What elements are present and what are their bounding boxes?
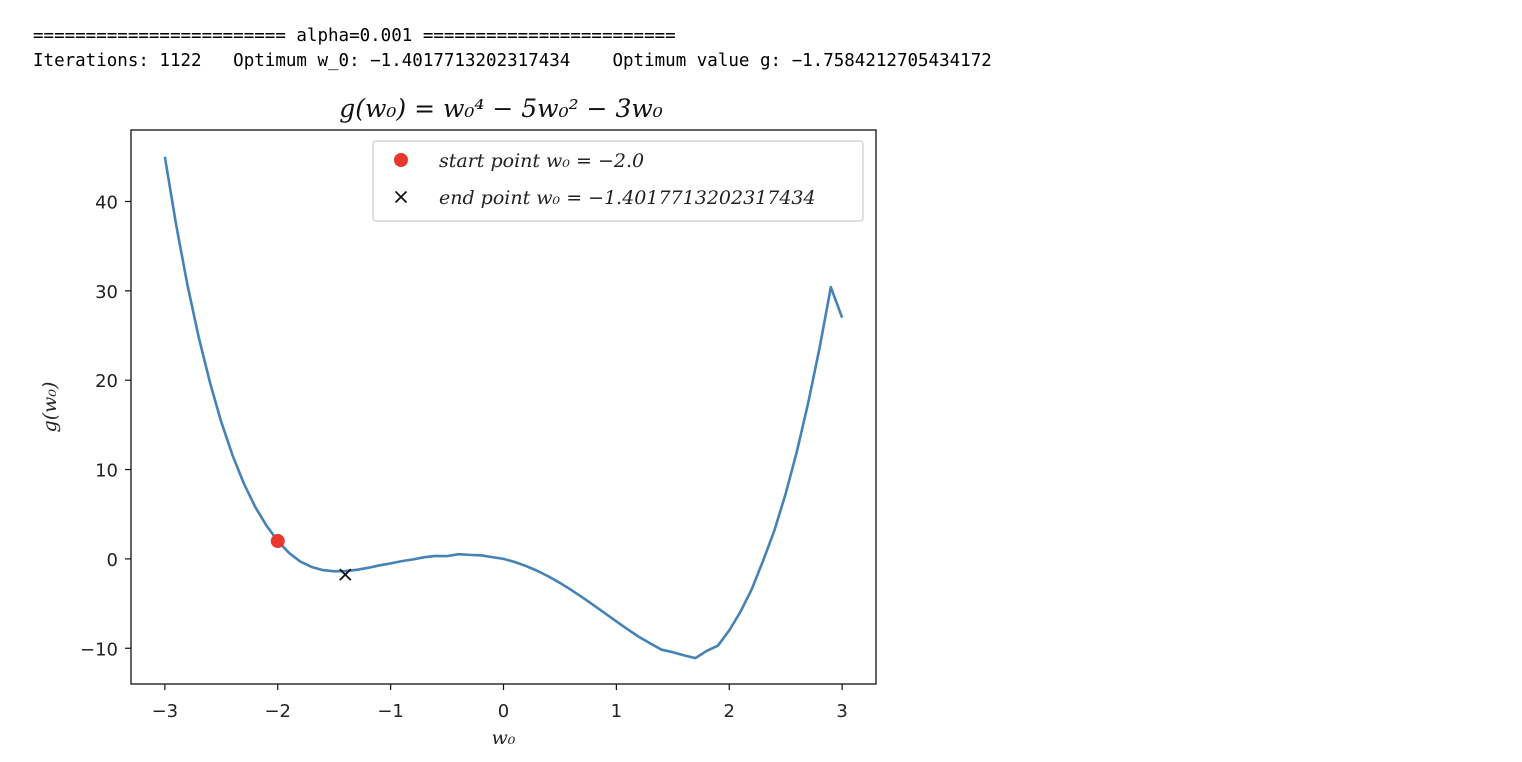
y-axis-label: g(w₀)	[39, 382, 61, 433]
y-tick-label: 30	[95, 282, 118, 303]
legend-box	[372, 140, 864, 222]
legend-start-label: start point w₀ = −2.0	[439, 150, 644, 172]
end-point-marker	[339, 568, 352, 581]
x-tick-label: 0	[498, 701, 509, 722]
legend-start-marker	[394, 153, 408, 167]
y-tick-label: 20	[95, 371, 118, 392]
output-header-line: ======================== alpha=0.001 ===…	[33, 26, 676, 46]
chart-title: g(w₀) = w₀⁴ − 5w₀² − 3w₀	[339, 94, 663, 123]
y-tick-label: 40	[95, 192, 118, 213]
x-tick-label: −3	[152, 701, 179, 722]
legend-end-marker	[394, 190, 408, 204]
y-tick-label: 10	[95, 461, 118, 482]
series-line	[163, 156, 844, 660]
x-tick-label: −2	[264, 701, 291, 722]
x-tick-label: 3	[836, 701, 847, 722]
x-tick-label: 1	[611, 701, 622, 722]
output-result-line: Iterations: 1122 Optimum w_0: −1.4017713…	[33, 51, 992, 71]
y-tick-label: 0	[107, 550, 118, 571]
x-tick-label: 2	[724, 701, 735, 722]
x-axis-label: w₀	[492, 727, 516, 749]
start-point-marker	[270, 534, 285, 549]
y-tick-label: −10	[80, 639, 118, 660]
plot-area	[163, 156, 844, 660]
x-tick-label: −1	[377, 701, 404, 722]
legend-end-label: end point w₀ = −1.4017713202317434	[439, 187, 816, 209]
legend: start point w₀ = −2.0 end point w₀ = −1.…	[372, 140, 864, 222]
